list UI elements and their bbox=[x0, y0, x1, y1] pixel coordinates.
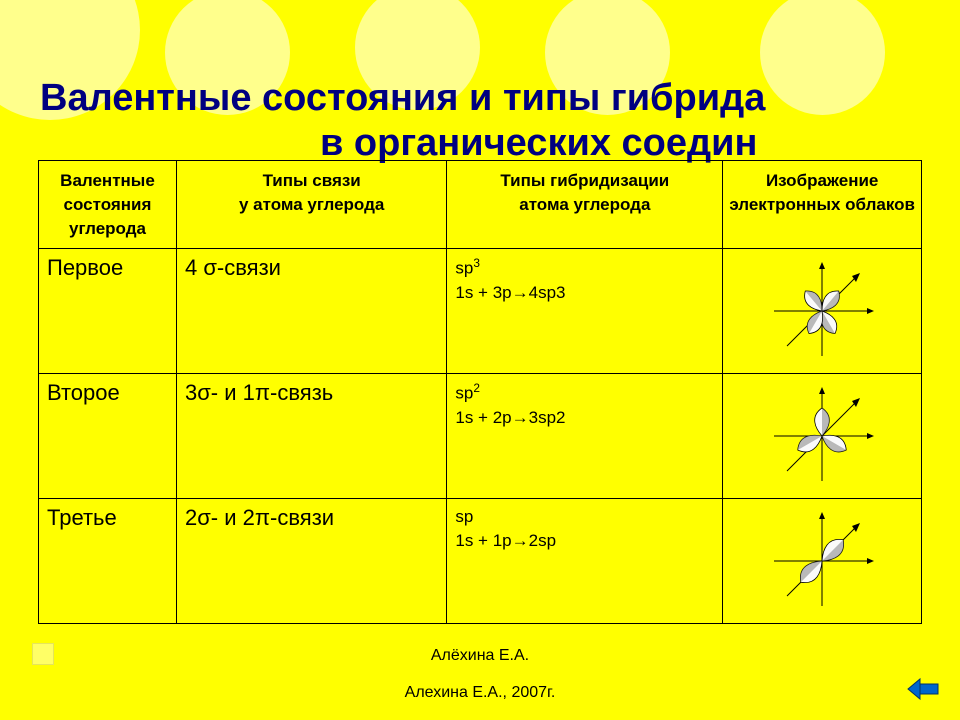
cell-hybridization: sp21s + 2p→3sp2 bbox=[447, 374, 723, 499]
cell-cloud-image bbox=[723, 499, 922, 624]
cell-cloud-image bbox=[723, 249, 922, 374]
hybridization-table: Валентные состояния углерода Типы связи … bbox=[38, 160, 922, 624]
table-row: Третье2σ- и 2π-связиsp1s + 1p→2sp bbox=[39, 499, 922, 624]
header-hyb: Типы гибридизации атома углерода bbox=[447, 161, 723, 249]
table-body: Первое4 σ-связиsp31s + 3p→4sp3 Второе3σ-… bbox=[39, 249, 922, 624]
table-row: Первое4 σ-связиsp31s + 3p→4sp3 bbox=[39, 249, 922, 374]
header-img: Изображение электронных облаков bbox=[723, 161, 922, 249]
cell-hybridization: sp1s + 1p→2sp bbox=[447, 499, 723, 624]
back-nav-button[interactable] bbox=[906, 676, 940, 702]
cell-state: Второе bbox=[39, 374, 177, 499]
cell-state: Третье bbox=[39, 499, 177, 624]
table-header-row: Валентные состояния углерода Типы связи … bbox=[39, 161, 922, 249]
cell-state: Первое bbox=[39, 249, 177, 374]
cell-bonds: 2σ- и 2π-связи bbox=[176, 499, 446, 624]
cell-bonds: 4 σ-связи bbox=[176, 249, 446, 374]
cell-hybridization: sp31s + 3p→4sp3 bbox=[447, 249, 723, 374]
header-bonds: Типы связи у атома углерода bbox=[176, 161, 446, 249]
header-state: Валентные состояния углерода bbox=[39, 161, 177, 249]
cell-bonds: 3σ- и 1π-связь bbox=[176, 374, 446, 499]
slide-indicator-icon bbox=[32, 643, 54, 665]
cell-cloud-image bbox=[723, 374, 922, 499]
footer-author-2: Алехина Е.А., 2007г. bbox=[0, 684, 960, 702]
footer-author-1: Алёхина Е.А. bbox=[0, 647, 960, 665]
title-line-1: Валентные состояния и типы гибрида bbox=[40, 77, 765, 119]
table-row: Второе3σ- и 1π-связьsp21s + 2p→3sp2 bbox=[39, 374, 922, 499]
